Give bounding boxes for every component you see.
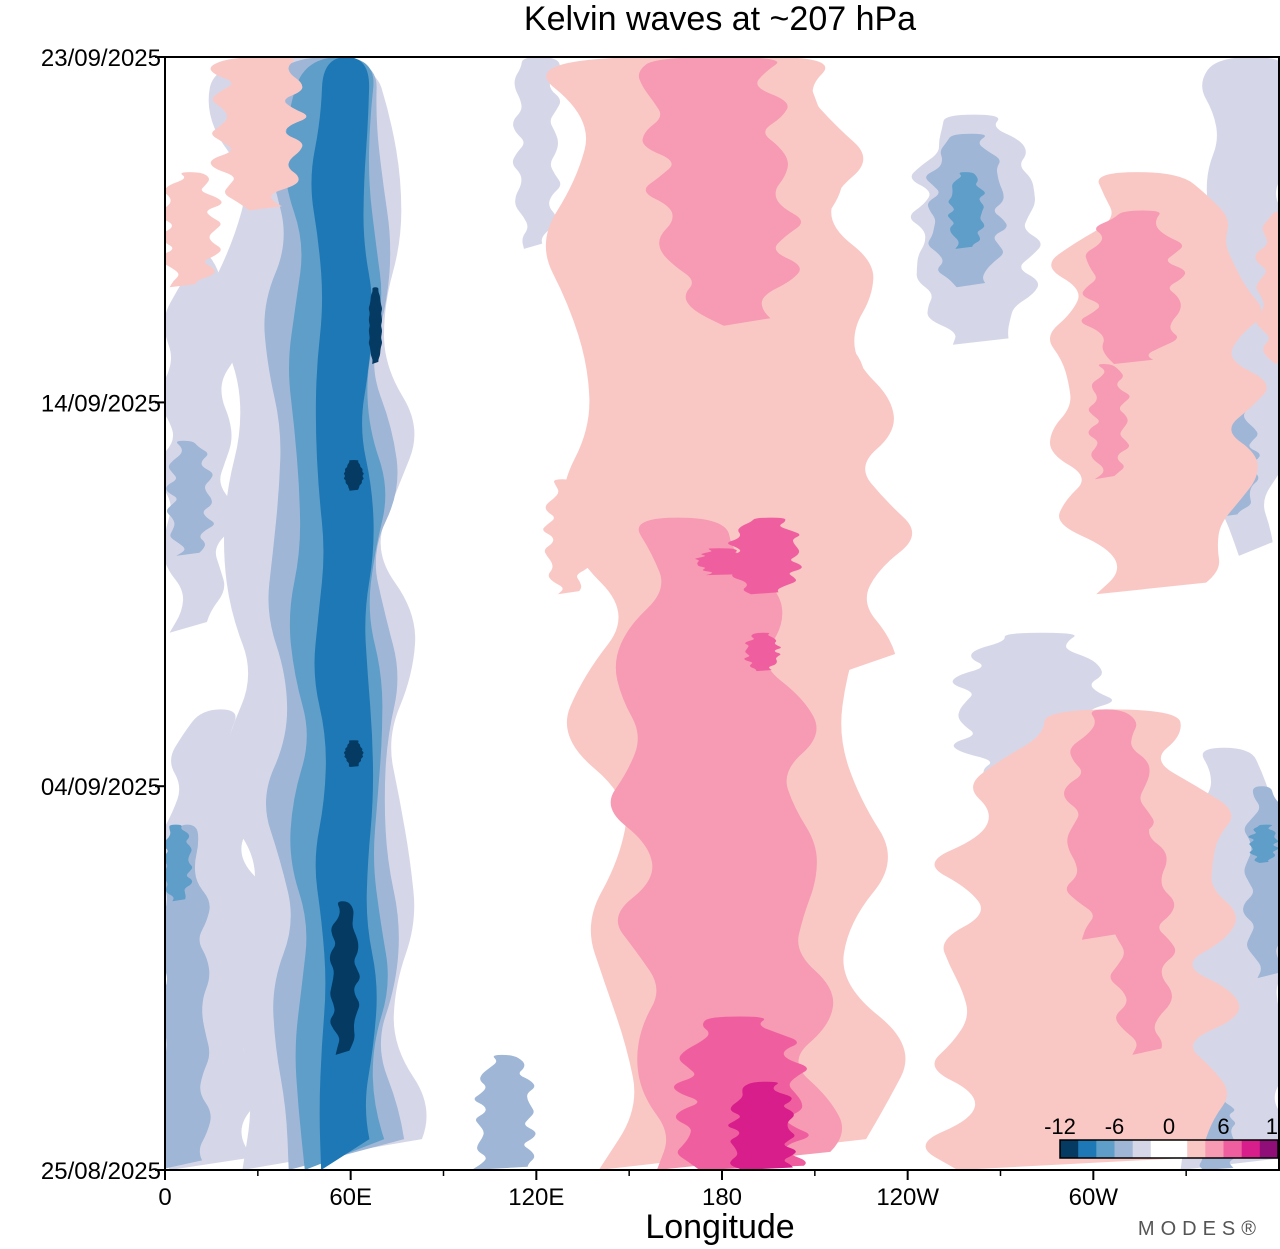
contour-feature	[165, 172, 222, 288]
colorbar-swatch	[1169, 1140, 1188, 1158]
colorbar-swatch	[1114, 1140, 1134, 1158]
colorbar-swatch	[1132, 1140, 1152, 1158]
contour-feature	[343, 460, 364, 491]
contour-feature	[1110, 824, 1176, 1055]
contour-feature	[925, 709, 1240, 1170]
contour-band-pos4	[610, 57, 1186, 1170]
colorbar-swatch	[1223, 1140, 1243, 1158]
contour-band-pos8	[728, 1081, 796, 1170]
contour-feature	[610, 517, 843, 1170]
colorbar-swatch	[1078, 1140, 1097, 1158]
y-tick-label: 23/09/2025	[41, 45, 161, 72]
x-tick-label: 60E	[329, 1184, 372, 1211]
colorbar-tick-label: -12	[1044, 1114, 1076, 1139]
y-tick-label: 14/09/2025	[41, 390, 161, 417]
contour-feature	[695, 548, 751, 576]
colorbar-tick-label: 12	[1266, 1114, 1280, 1139]
contour-feature	[728, 517, 802, 595]
contour-band-neg10	[329, 287, 382, 1055]
contour-feature	[329, 901, 360, 1055]
contour-feature	[311, 57, 377, 1170]
contour-feature	[1081, 210, 1186, 364]
contour-feature	[1255, 210, 1279, 364]
plot-area	[165, 57, 1279, 1170]
x-axis: 0 60E 120E 180 120W 60W	[158, 1170, 1187, 1211]
brand-label: MODES®	[1138, 1218, 1262, 1240]
y-axis: 25/08/2025 04/09/2025 14/09/2025 23/09/2025	[41, 45, 165, 1185]
x-tick-label: 0	[158, 1184, 171, 1211]
contour-feature	[744, 632, 781, 672]
contour-feature	[471, 1054, 536, 1170]
contour-feature	[165, 824, 193, 902]
colorbar-tick-label: -6	[1105, 1114, 1125, 1139]
colorbar-swatch	[1187, 1140, 1206, 1158]
colorbar-swatch	[1241, 1140, 1261, 1158]
contour-feature	[512, 57, 561, 249]
chart-title: Kelvin waves at ~207 hPa	[524, 0, 916, 38]
colorbar: -12 -6 0 6 12	[1044, 1114, 1280, 1159]
colorbar-frame	[1059, 1139, 1279, 1159]
colorbar-swatch	[1060, 1140, 1079, 1158]
colorbar-tick-label: 0	[1163, 1114, 1175, 1139]
colorbar-swatch	[1150, 1140, 1170, 1158]
x-axis-label: Longitude	[645, 1208, 794, 1246]
contour-feature	[638, 57, 802, 326]
y-tick-label: 25/08/2025	[41, 1158, 161, 1185]
x-tick-label: 120E	[508, 1184, 564, 1211]
colorbar-swatch	[1096, 1140, 1115, 1158]
contour-feature	[165, 824, 211, 1169]
contour-feature	[728, 1081, 796, 1170]
contour-feature	[1088, 364, 1130, 480]
contour-feature	[368, 287, 382, 364]
contour-feature	[166, 440, 214, 556]
contour-feature	[210, 57, 307, 211]
x-tick-label: 60W	[1069, 1184, 1119, 1211]
colorbar-tick-label: 6	[1217, 1114, 1229, 1139]
x-tick-label: 180	[702, 1184, 742, 1211]
colorbar-swatch	[1259, 1140, 1279, 1158]
contour-feature	[543, 479, 591, 595]
colorbar-swatch	[1205, 1140, 1224, 1158]
contour-feature	[1248, 824, 1279, 863]
y-tick-label: 04/09/2025	[41, 774, 161, 801]
contour-feature	[947, 172, 985, 249]
contour-band-neg8	[311, 57, 377, 1170]
x-tick-label: 120W	[876, 1184, 939, 1211]
contour-feature	[344, 740, 364, 767]
